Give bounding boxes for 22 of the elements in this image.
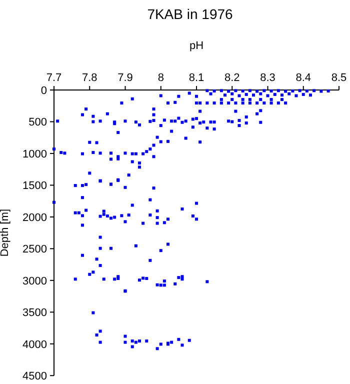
x-tick-label: 7.7 (46, 72, 62, 84)
x-tick-label: 8.2 (224, 72, 240, 84)
y-tick-label: 3500 (22, 307, 47, 320)
y-tick-label: 1000 (22, 148, 47, 160)
y-tick-label: 4500 (22, 370, 47, 383)
x-axis-title: pH (189, 40, 204, 52)
x-tick-label: 8.3 (260, 72, 276, 84)
y-tick-label: 500 (28, 116, 47, 129)
x-tick-label: 8.5 (331, 72, 347, 84)
x-tick-label: 8 (158, 72, 164, 84)
x-tick-label: 8.4 (296, 72, 312, 84)
y-axis-title: Depth [m] (0, 208, 11, 257)
x-tick-label: 7.9 (118, 72, 133, 84)
chart-title: 7KAB in 1976 (147, 6, 234, 22)
y-tick-label: 3000 (22, 275, 47, 288)
x-tick-label: 7.8 (82, 72, 98, 84)
y-tick-label: 2500 (22, 244, 47, 256)
y-tick-label: 1500 (22, 180, 47, 192)
y-tick-label: 4000 (22, 338, 47, 351)
y-tick-label: 0 (40, 85, 47, 97)
y-tick-label: 2000 (22, 212, 47, 224)
x-tick-label: 8.1 (188, 72, 204, 84)
